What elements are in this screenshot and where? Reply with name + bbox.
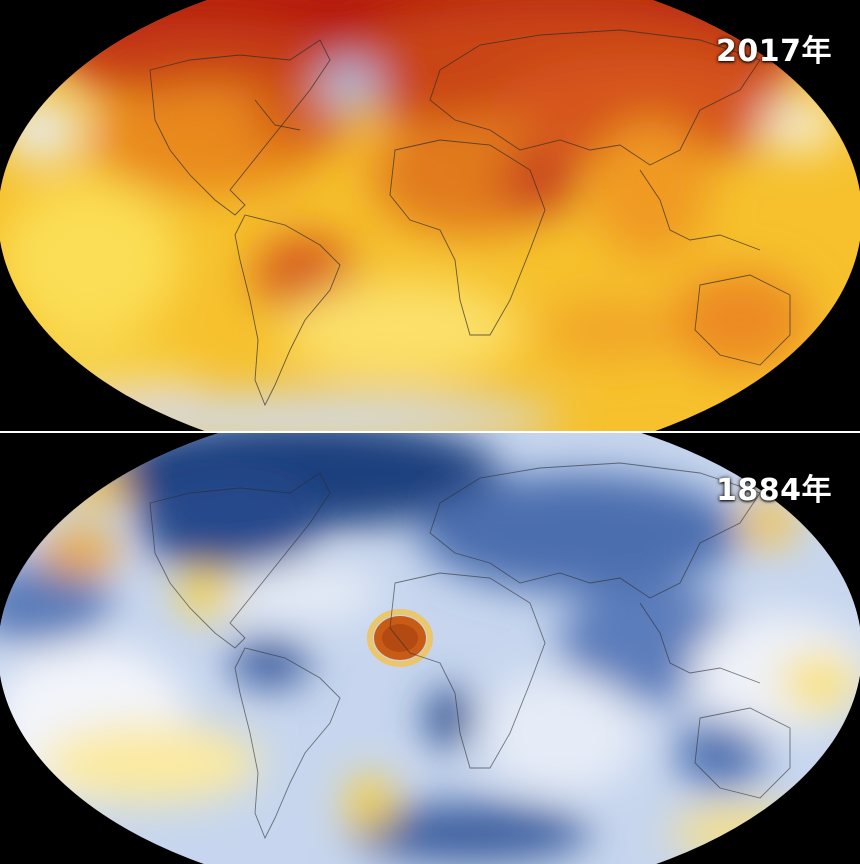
continent-outlines-1884 bbox=[149, 462, 791, 840]
map-panel-1884: 1884年 bbox=[0, 433, 860, 864]
map-panel-2017: 2017年 bbox=[0, 0, 860, 432]
anomaly-field-1884 bbox=[0, 433, 860, 863]
year-label-1884: 1884年 bbox=[716, 473, 832, 508]
year-label-2017: 2017年 bbox=[716, 34, 832, 69]
temperature-anomaly-map-2017 bbox=[0, 0, 860, 432]
temperature-anomaly-map-1884 bbox=[0, 433, 860, 864]
continent-outlines-2017 bbox=[149, 29, 791, 407]
